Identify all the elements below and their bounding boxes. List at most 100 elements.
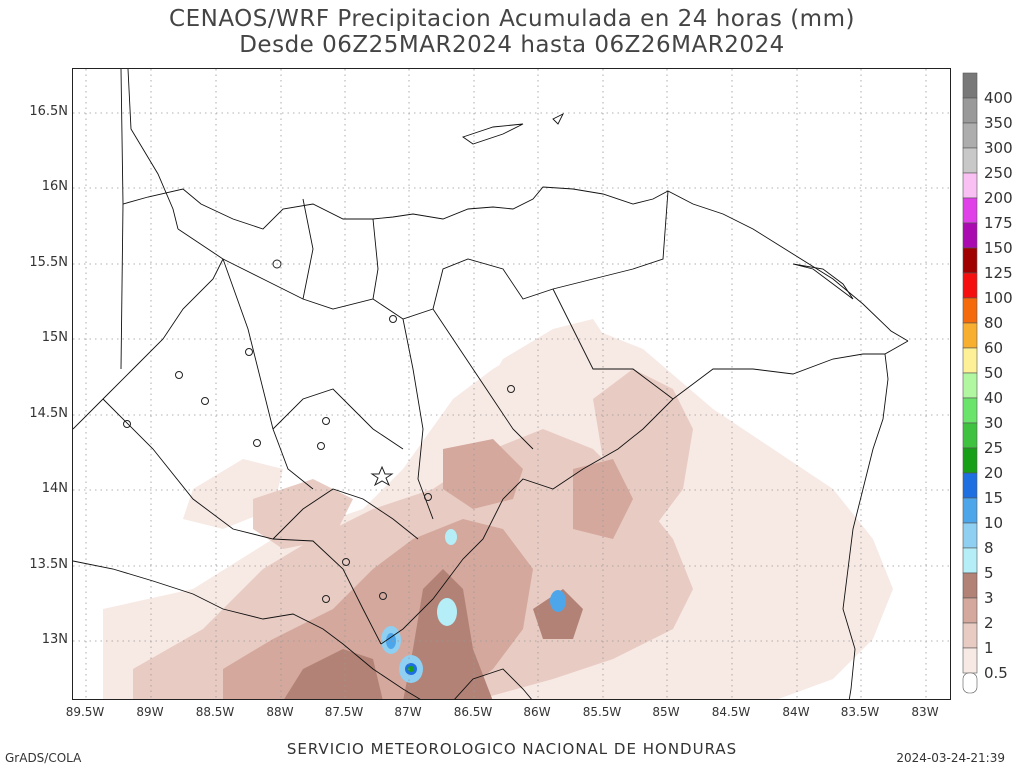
colorbar-swatch <box>962 347 978 374</box>
run-timestamp: 2024-03-24-21:39 <box>896 751 1005 765</box>
lon-label-84w: 84W <box>782 705 810 719</box>
lon-label-89-5w: 89.5W <box>65 705 105 719</box>
colorbar-label: 350 <box>984 114 1013 132</box>
colorbar-label: 400 <box>984 89 1013 107</box>
lon-label-88-5w: 88.5W <box>195 705 235 719</box>
colorbar-swatch <box>962 647 978 674</box>
border-guatemala-honduras <box>177 228 314 490</box>
colorbar-swatch <box>962 422 978 449</box>
colorbar-swatch <box>962 272 978 299</box>
lat-label-15n: 15N <box>41 330 68 345</box>
colorbar-label: 250 <box>984 164 1013 182</box>
lon-label-86w: 86W <box>523 705 551 719</box>
lon-label-85w: 85W <box>652 705 680 719</box>
lon-label-87-5w: 87.5W <box>324 705 364 719</box>
lat-label-14n: 14N <box>41 481 68 496</box>
lake-nicaragua <box>454 668 532 699</box>
lon-label-83-5w: 83.5W <box>840 705 880 719</box>
lat-label-15-5n: 15.5N <box>29 255 68 270</box>
colorbar-label: 150 <box>984 239 1013 257</box>
swan-islands <box>792 263 854 300</box>
colorbar-label: 50 <box>984 364 1004 382</box>
colorbar-swatch <box>962 497 978 524</box>
precipitation-field <box>103 319 893 699</box>
lon-label-87w: 87W <box>394 705 422 719</box>
colorbar-label: 80 <box>984 314 1004 332</box>
colorbar-label: 100 <box>984 289 1013 307</box>
lat-label-16n: 16N <box>41 179 68 194</box>
map-grid <box>73 69 950 699</box>
colorbar-swatch <box>962 672 978 694</box>
title-line-1: CENAOS/WRF Precipitacion Acumulada en 24… <box>169 6 855 32</box>
lat-label-13-5n: 13.5N <box>29 557 68 572</box>
colorbar-label: 125 <box>984 264 1013 282</box>
rain-cell-5mm <box>437 598 457 626</box>
rain-cell-20mm <box>408 666 414 672</box>
coastline-pacific <box>73 560 421 699</box>
lat-label-13n: 13N <box>41 632 68 647</box>
honduras-department-lines <box>222 190 674 540</box>
city-markers <box>123 259 515 603</box>
colorbar-label: 300 <box>984 139 1013 157</box>
colorbar-swatch <box>962 447 978 474</box>
colorbar-swatch <box>962 147 978 174</box>
colorbar-label: 2 <box>984 614 994 632</box>
rain-region-3mm <box>284 649 383 699</box>
lon-label-89w: 89W <box>136 705 164 719</box>
coastline-east <box>842 340 909 699</box>
colorbar-label: 3 <box>984 589 994 607</box>
colorbar-label: 30 <box>984 414 1004 432</box>
map-panel <box>72 68 951 700</box>
lon-label-88w: 88W <box>266 705 294 719</box>
precipitation-colorbar <box>962 72 978 694</box>
title-line-2: Desde 06Z25MAR2024 hasta 06Z26MAR2024 <box>239 32 785 58</box>
lon-label-83w: 83W <box>911 705 939 719</box>
colorbar-swatch <box>962 472 978 499</box>
colorbar-swatch <box>962 72 978 99</box>
colorbar-label: 8 <box>984 539 994 557</box>
border-guatemala-mexico <box>127 69 179 230</box>
colorbar-label: 40 <box>984 389 1004 407</box>
colorbar-label: 10 <box>984 514 1004 532</box>
colorbar-swatch <box>962 97 978 124</box>
colorbar-label: 5 <box>984 564 994 582</box>
colorbar-swatch <box>962 122 978 149</box>
colorbar-swatch <box>962 522 978 549</box>
colorbar-swatch <box>962 622 978 649</box>
colorbar-swatch <box>962 597 978 624</box>
border-guatemala-belize <box>120 203 124 370</box>
lon-label-86-5w: 86.5W <box>453 705 493 719</box>
colorbar-label: 60 <box>984 339 1004 357</box>
lon-label-85-5w: 85.5W <box>582 705 622 719</box>
colorbar-label: 15 <box>984 489 1004 507</box>
precipitation-map <box>73 69 950 699</box>
agency-name: SERVICIO METEOROLOGICO NACIONAL DE HONDU… <box>286 740 738 758</box>
colorbar-swatch <box>962 322 978 349</box>
rain-cell-10mm <box>386 633 396 649</box>
lat-label-14-5n: 14.5N <box>29 406 68 421</box>
country-borders <box>73 69 909 699</box>
colorbar-swatch <box>962 547 978 574</box>
colorbar-label: 0.5 <box>984 664 1008 682</box>
rain-region-3mm <box>403 569 493 699</box>
capital-star-icon <box>370 465 394 487</box>
colorbar-label: 20 <box>984 464 1004 482</box>
colorbar-label: 25 <box>984 439 1004 457</box>
border-honduras-nicaragua <box>380 353 885 645</box>
rain-cell-5mm <box>445 529 457 545</box>
colorbar-label: 1 <box>984 639 994 657</box>
rain-region-3mm <box>533 589 583 639</box>
bay-islands <box>462 112 565 145</box>
colorbar-swatch <box>962 572 978 599</box>
colorbar-swatch <box>962 247 978 274</box>
colorbar-swatch <box>962 297 978 324</box>
border-guatemala-elsalvador <box>73 258 224 430</box>
lat-label-16-5n: 16.5N <box>29 104 68 119</box>
colorbar-swatch <box>962 222 978 249</box>
rain-region-1mm <box>253 479 353 549</box>
colorbar-label: 175 <box>984 214 1013 232</box>
rain-region-2mm <box>443 439 523 509</box>
colorbar-swatch <box>962 397 978 424</box>
lon-label-84-5w: 84.5W <box>711 705 751 719</box>
rain-cell-10mm <box>550 590 566 612</box>
